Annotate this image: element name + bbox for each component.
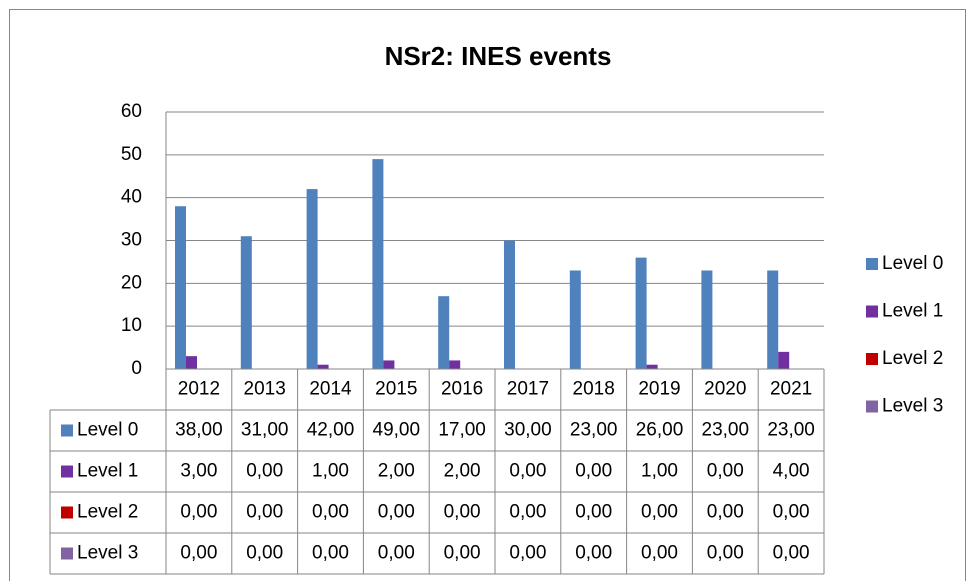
table-cell: 0,00 [312, 502, 349, 523]
table-cell: 31,00 [241, 420, 289, 441]
table-cell: 0,00 [180, 543, 217, 564]
table-cell: 26,00 [636, 420, 684, 441]
table-cell: 2,00 [378, 461, 415, 482]
table-row-label: Level 3 [77, 543, 138, 564]
bar [635, 257, 647, 369]
table-cell: 0,00 [575, 543, 612, 564]
table-row-label: Level 2 [77, 502, 138, 523]
bar [372, 159, 384, 369]
table-cell: 42,00 [307, 420, 355, 441]
bar [186, 356, 197, 369]
bar [701, 270, 713, 369]
table-cell: 0,00 [773, 502, 810, 523]
x-tick-label: 2016 [441, 379, 483, 400]
x-tick-label: 2020 [704, 379, 746, 400]
table-legend-key [61, 547, 73, 560]
table-cell: 23,00 [702, 420, 750, 441]
table-cell: 1,00 [641, 461, 678, 482]
table-cell: 0,00 [444, 543, 481, 564]
table-cell: 23,00 [767, 420, 815, 441]
table-row-label: Level 1 [77, 461, 138, 482]
legend-key [866, 258, 878, 270]
legend-label: Level 1 [882, 301, 943, 322]
legend-label: Level 0 [882, 253, 943, 274]
bar [306, 189, 318, 369]
table-cell: 0,00 [246, 461, 283, 482]
table-legend-key [61, 465, 73, 478]
bar [175, 206, 186, 369]
bar [767, 270, 779, 369]
table-cell: 0,00 [641, 543, 678, 564]
bar [438, 296, 450, 369]
legend-key [866, 305, 878, 318]
y-tick-label: 20 [121, 272, 142, 293]
legend-key [866, 353, 878, 365]
table-cell: 1,00 [312, 461, 349, 482]
chart-frame [9, 9, 966, 581]
bar [383, 360, 395, 369]
table-row-label: Level 0 [77, 420, 138, 441]
table-cell: 23,00 [570, 420, 618, 441]
legend-label: Level 3 [882, 396, 943, 417]
bar [646, 364, 658, 369]
table-cell: 0,00 [378, 543, 415, 564]
table-legend-key [61, 424, 73, 437]
table-cell: 17,00 [438, 420, 486, 441]
x-tick-label: 2015 [375, 379, 417, 400]
y-tick-label: 60 [121, 101, 142, 122]
chart-title: NSr2: INES events [385, 41, 612, 71]
table-cell: 0,00 [773, 543, 810, 564]
bar [778, 351, 790, 369]
bar [240, 236, 252, 369]
x-tick-label: 2014 [309, 379, 352, 400]
y-tick-label: 40 [121, 187, 142, 208]
y-tick-label: 10 [121, 315, 142, 336]
table-cell: 38,00 [175, 420, 223, 441]
table-cell: 0,00 [707, 543, 744, 564]
table-cell: 0,00 [509, 502, 546, 523]
table-cell: 0,00 [707, 502, 744, 523]
table-cell: 0,00 [246, 543, 283, 564]
table-cell: 0,00 [444, 502, 481, 523]
table-cell: 0,00 [575, 461, 612, 482]
y-tick-label: 0 [131, 358, 142, 379]
table-cell: 0,00 [641, 502, 678, 523]
bar [449, 360, 461, 369]
table-cell: 2,00 [444, 461, 481, 482]
table-cell: 4,00 [773, 461, 810, 482]
y-tick-label: 30 [121, 230, 142, 251]
x-tick-label: 2013 [244, 379, 286, 400]
table-cell: 0,00 [246, 502, 283, 523]
table-cell: 0,00 [378, 502, 415, 523]
x-tick-label: 2019 [638, 379, 680, 400]
table-cell: 0,00 [509, 543, 546, 564]
table-cell: 0,00 [707, 461, 744, 482]
legend-key [866, 400, 878, 413]
table-legend-key [61, 506, 73, 519]
table-cell: 0,00 [180, 502, 217, 523]
table-cell: 3,00 [180, 461, 217, 482]
table-cell: 0,00 [312, 543, 349, 564]
bar [569, 270, 581, 369]
bar [504, 240, 515, 369]
x-tick-label: 2018 [573, 379, 615, 400]
table-cell: 30,00 [504, 420, 552, 441]
bar [317, 364, 329, 369]
legend-label: Level 2 [882, 348, 943, 369]
x-tick-label: 2012 [178, 379, 220, 400]
x-tick-label: 2017 [507, 379, 549, 400]
table-cell: 0,00 [509, 461, 546, 482]
table-cell: 49,00 [373, 420, 421, 441]
y-tick-label: 50 [121, 144, 142, 165]
x-tick-label: 2021 [770, 379, 812, 400]
table-cell: 0,00 [575, 502, 612, 523]
